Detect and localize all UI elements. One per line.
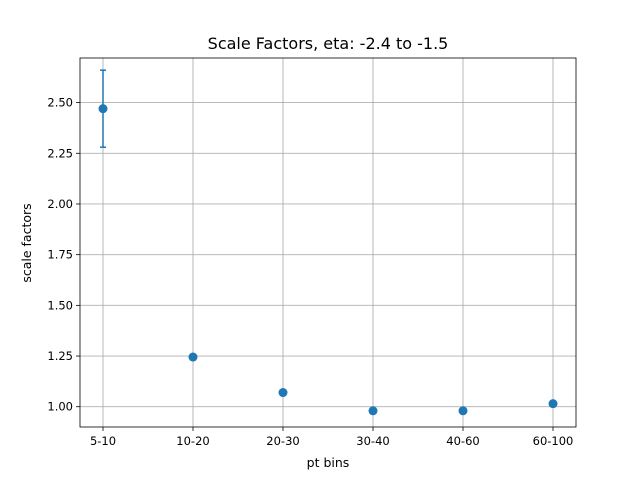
y-tick-label: 2.00 [47, 197, 73, 211]
chart-title: Scale Factors, eta: -2.4 to -1.5 [208, 34, 449, 53]
x-tick-label: 20-30 [266, 434, 299, 448]
axis-ticks: 5-10 10-20 20-30 30-40 40-60 60-100 1.00 1.25 1.… [47, 96, 573, 448]
y-tick-label: 1.00 [47, 400, 73, 414]
y-tick-label: 1.25 [47, 349, 73, 363]
data-point [458, 406, 468, 416]
y-tick-label: 1.50 [47, 298, 73, 312]
x-tick-label: 40-60 [446, 434, 479, 448]
x-axis-label: pt bins [307, 455, 350, 470]
x-tick-label: 30-40 [356, 434, 389, 448]
y-tick-label: 2.50 [47, 96, 73, 110]
data-point [368, 406, 378, 416]
y-axis-label: scale factors [19, 203, 34, 282]
data-series [98, 69, 558, 416]
grid-lines [80, 58, 576, 427]
data-point [188, 352, 198, 362]
x-tick-label: 60-100 [533, 434, 574, 448]
y-tick-label: 2.25 [47, 146, 73, 160]
data-point [548, 399, 558, 409]
data-point [98, 104, 108, 114]
x-tick-label: 10-20 [176, 434, 209, 448]
data-point [278, 388, 288, 398]
plot-frame [79, 57, 577, 428]
x-tick-label: 5-10 [90, 434, 116, 448]
y-tick-label: 1.75 [47, 248, 73, 262]
